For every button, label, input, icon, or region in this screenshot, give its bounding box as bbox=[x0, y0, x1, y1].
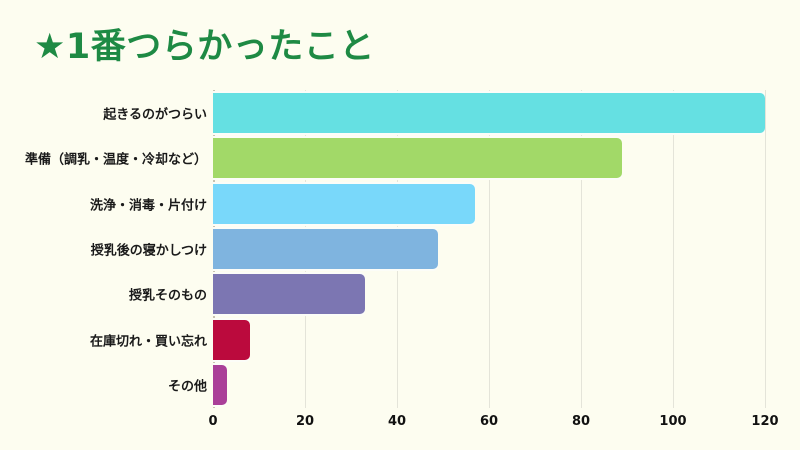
bar bbox=[213, 365, 227, 406]
bar-row: 起きるのがつらい bbox=[0, 90, 800, 135]
gridline bbox=[581, 90, 582, 408]
bar bbox=[213, 274, 365, 315]
bar-label: 授乳そのもの bbox=[128, 288, 207, 304]
bar-row: 準備（調乳・温度・冷却など） bbox=[0, 135, 800, 180]
gridline bbox=[489, 90, 490, 408]
x-axis: 0 20 40 60 80 100 120 bbox=[0, 408, 800, 438]
bar-label: 準備（調乳・温度・冷却など） bbox=[24, 152, 207, 168]
bar-rows: 起きるのがつらい準備（調乳・温度・冷却など） 洗浄・消毒・片付け 授乳後の寝かしつけ… bbox=[0, 90, 800, 408]
bar-label: その他 bbox=[167, 379, 207, 395]
bar-row: 授乳そのもの bbox=[0, 272, 800, 317]
x-tick-label: 20 bbox=[295, 414, 315, 429]
bar-label: 授乳後の寝かしつけ bbox=[90, 243, 207, 259]
x-tick-label: 60 bbox=[479, 414, 499, 429]
x-tick-label: 0 bbox=[208, 414, 218, 429]
bar bbox=[213, 138, 623, 179]
x-tick-label: 40 bbox=[387, 414, 407, 429]
bar-label: 在庫切れ・買い忘れ bbox=[89, 334, 207, 350]
bar-row: その他 bbox=[0, 363, 800, 408]
bar bbox=[213, 92, 765, 133]
gridline bbox=[765, 90, 766, 408]
chart-title: ★1番つらかったこと bbox=[34, 27, 375, 67]
bar-row: 在庫切れ・買い忘れ bbox=[0, 317, 800, 362]
bar-row: 授乳後の寝かしつけ bbox=[0, 226, 800, 271]
bar bbox=[213, 319, 250, 360]
bar-row: 洗浄・消毒・片付け bbox=[0, 181, 800, 226]
gridline bbox=[673, 90, 674, 408]
bar bbox=[213, 228, 439, 269]
bar-chart: 起きるのがつらい準備（調乳・温度・冷却など） 洗浄・消毒・片付け 授乳後の寝かしつけ… bbox=[0, 90, 800, 429]
x-tick-label: 100 bbox=[659, 414, 687, 429]
bar bbox=[213, 183, 476, 224]
x-tick-label: 120 bbox=[751, 414, 779, 429]
x-tick-label: 80 bbox=[571, 414, 591, 429]
bar-label: 洗浄・消毒・片付け bbox=[89, 198, 207, 214]
bar-label: 起きるのがつらい bbox=[103, 107, 207, 123]
